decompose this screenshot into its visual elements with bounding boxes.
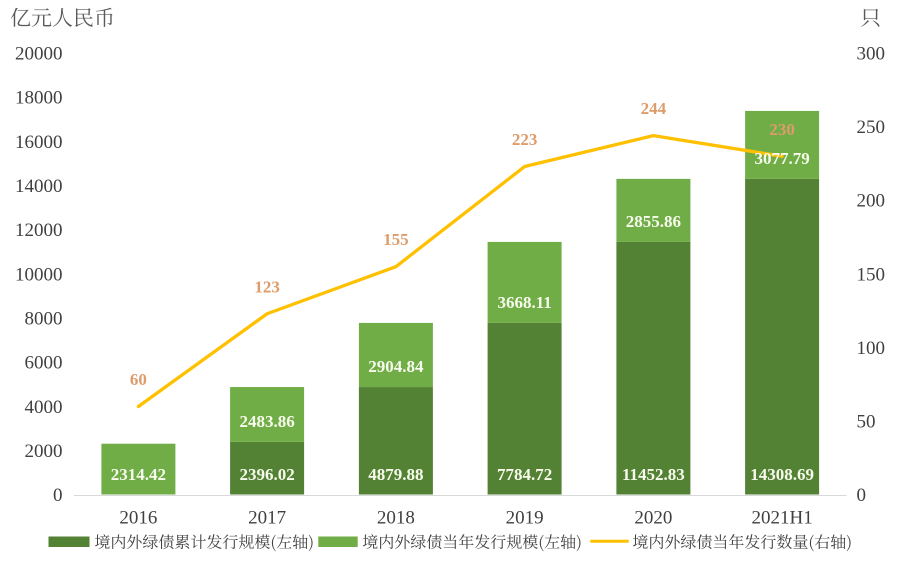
svg-text:200: 200 <box>857 191 886 212</box>
svg-text:50: 50 <box>857 412 876 433</box>
svg-text:2000: 2000 <box>25 441 63 462</box>
svg-text:60: 60 <box>130 370 147 389</box>
svg-text:4000: 4000 <box>25 397 63 418</box>
svg-text:3077.79: 3077.79 <box>754 149 809 168</box>
svg-text:2855.86: 2855.86 <box>626 212 681 231</box>
svg-text:11452.83: 11452.83 <box>622 465 685 484</box>
svg-text:150: 150 <box>857 264 886 285</box>
svg-text:2904.84: 2904.84 <box>368 357 424 376</box>
svg-text:3668.11: 3668.11 <box>497 293 551 312</box>
svg-text:123: 123 <box>254 277 280 296</box>
svg-text:0: 0 <box>857 485 867 506</box>
svg-text:250: 250 <box>857 117 886 138</box>
svg-text:2396.02: 2396.02 <box>239 465 294 484</box>
svg-text:12000: 12000 <box>15 220 63 241</box>
svg-text:230: 230 <box>769 120 795 139</box>
svg-text:7784.72: 7784.72 <box>497 465 552 484</box>
svg-text:4879.88: 4879.88 <box>368 465 423 484</box>
svg-text:14000: 14000 <box>15 176 63 197</box>
svg-text:16000: 16000 <box>15 132 63 153</box>
svg-text:14308.69: 14308.69 <box>750 465 814 484</box>
svg-text:223: 223 <box>512 130 538 149</box>
svg-text:2017: 2017 <box>248 508 286 529</box>
svg-text:2021H1: 2021H1 <box>751 508 812 529</box>
svg-text:244: 244 <box>641 99 667 118</box>
svg-text:0: 0 <box>53 485 63 506</box>
svg-text:18000: 18000 <box>15 88 63 109</box>
svg-text:300: 300 <box>857 44 886 65</box>
svg-text:8000: 8000 <box>25 309 63 330</box>
svg-text:2314.42: 2314.42 <box>111 465 166 484</box>
svg-text:2020: 2020 <box>634 508 672 529</box>
svg-text:2019: 2019 <box>506 508 544 529</box>
svg-text:155: 155 <box>383 230 409 249</box>
svg-text:2483.86: 2483.86 <box>239 412 294 431</box>
svg-text:20000: 20000 <box>15 44 63 65</box>
svg-text:10000: 10000 <box>15 264 63 285</box>
svg-text:2018: 2018 <box>377 508 415 529</box>
svg-text:6000: 6000 <box>25 353 63 374</box>
svg-text:2016: 2016 <box>119 508 157 529</box>
svg-text:100: 100 <box>857 338 886 359</box>
